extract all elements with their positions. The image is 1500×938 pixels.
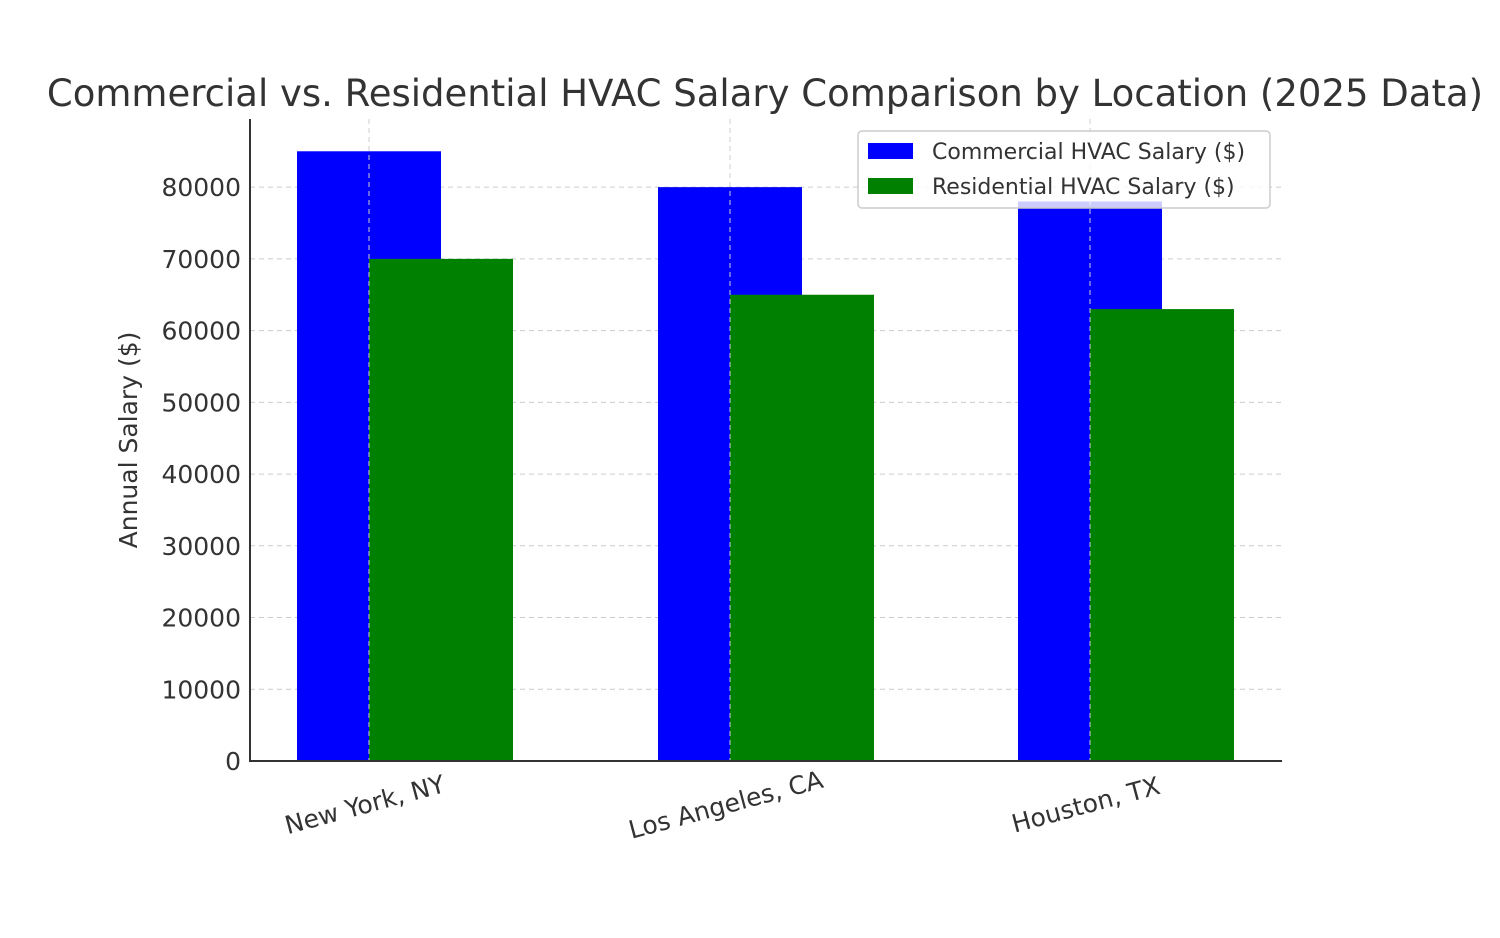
legend-box: [857, 130, 1271, 209]
y-tick-label: 20000: [161, 604, 241, 633]
y-tick-label: 0: [225, 747, 241, 776]
chart-title: Commercial vs. Residential HVAC Salary C…: [47, 72, 1483, 115]
y-tick-label: 10000: [161, 675, 241, 704]
x-axis-ticks: New York, NY Los Angeles, CA Houston, TX: [282, 765, 1163, 845]
y-tick-label: 60000: [161, 317, 241, 346]
bar-residential-2: [1090, 309, 1234, 761]
y-tick-label: 70000: [161, 245, 241, 274]
x-tick-label: Los Angeles, CA: [626, 765, 826, 845]
legend-swatch-residential: [868, 178, 913, 194]
y-axis-ticks: 0 10000 20000 30000 40000 50000 60000 70000 8000…: [161, 173, 241, 776]
legend-label-commercial: Commercial HVAC Salary ($): [932, 140, 1245, 165]
legend-label-residential: Residential HVAC Salary ($): [932, 175, 1235, 200]
y-tick-label: 30000: [161, 532, 241, 561]
legend-swatch-commercial: [868, 143, 913, 159]
y-axis-label: Annual Salary ($): [114, 332, 143, 549]
x-tick-label: New York, NY: [282, 769, 449, 840]
y-tick-label: 40000: [161, 460, 241, 489]
y-tick-label: 50000: [161, 388, 241, 417]
legend: Commercial HVAC Salary ($) Residential H…: [857, 130, 1271, 209]
y-tick-label: 80000: [161, 173, 241, 202]
vertical-grid: [368, 119, 1091, 761]
bar-residential-0: [369, 258, 513, 761]
x-tick-label: Houston, TX: [1009, 771, 1164, 838]
bars: [297, 151, 1234, 762]
bar-residential-1: [730, 294, 874, 761]
